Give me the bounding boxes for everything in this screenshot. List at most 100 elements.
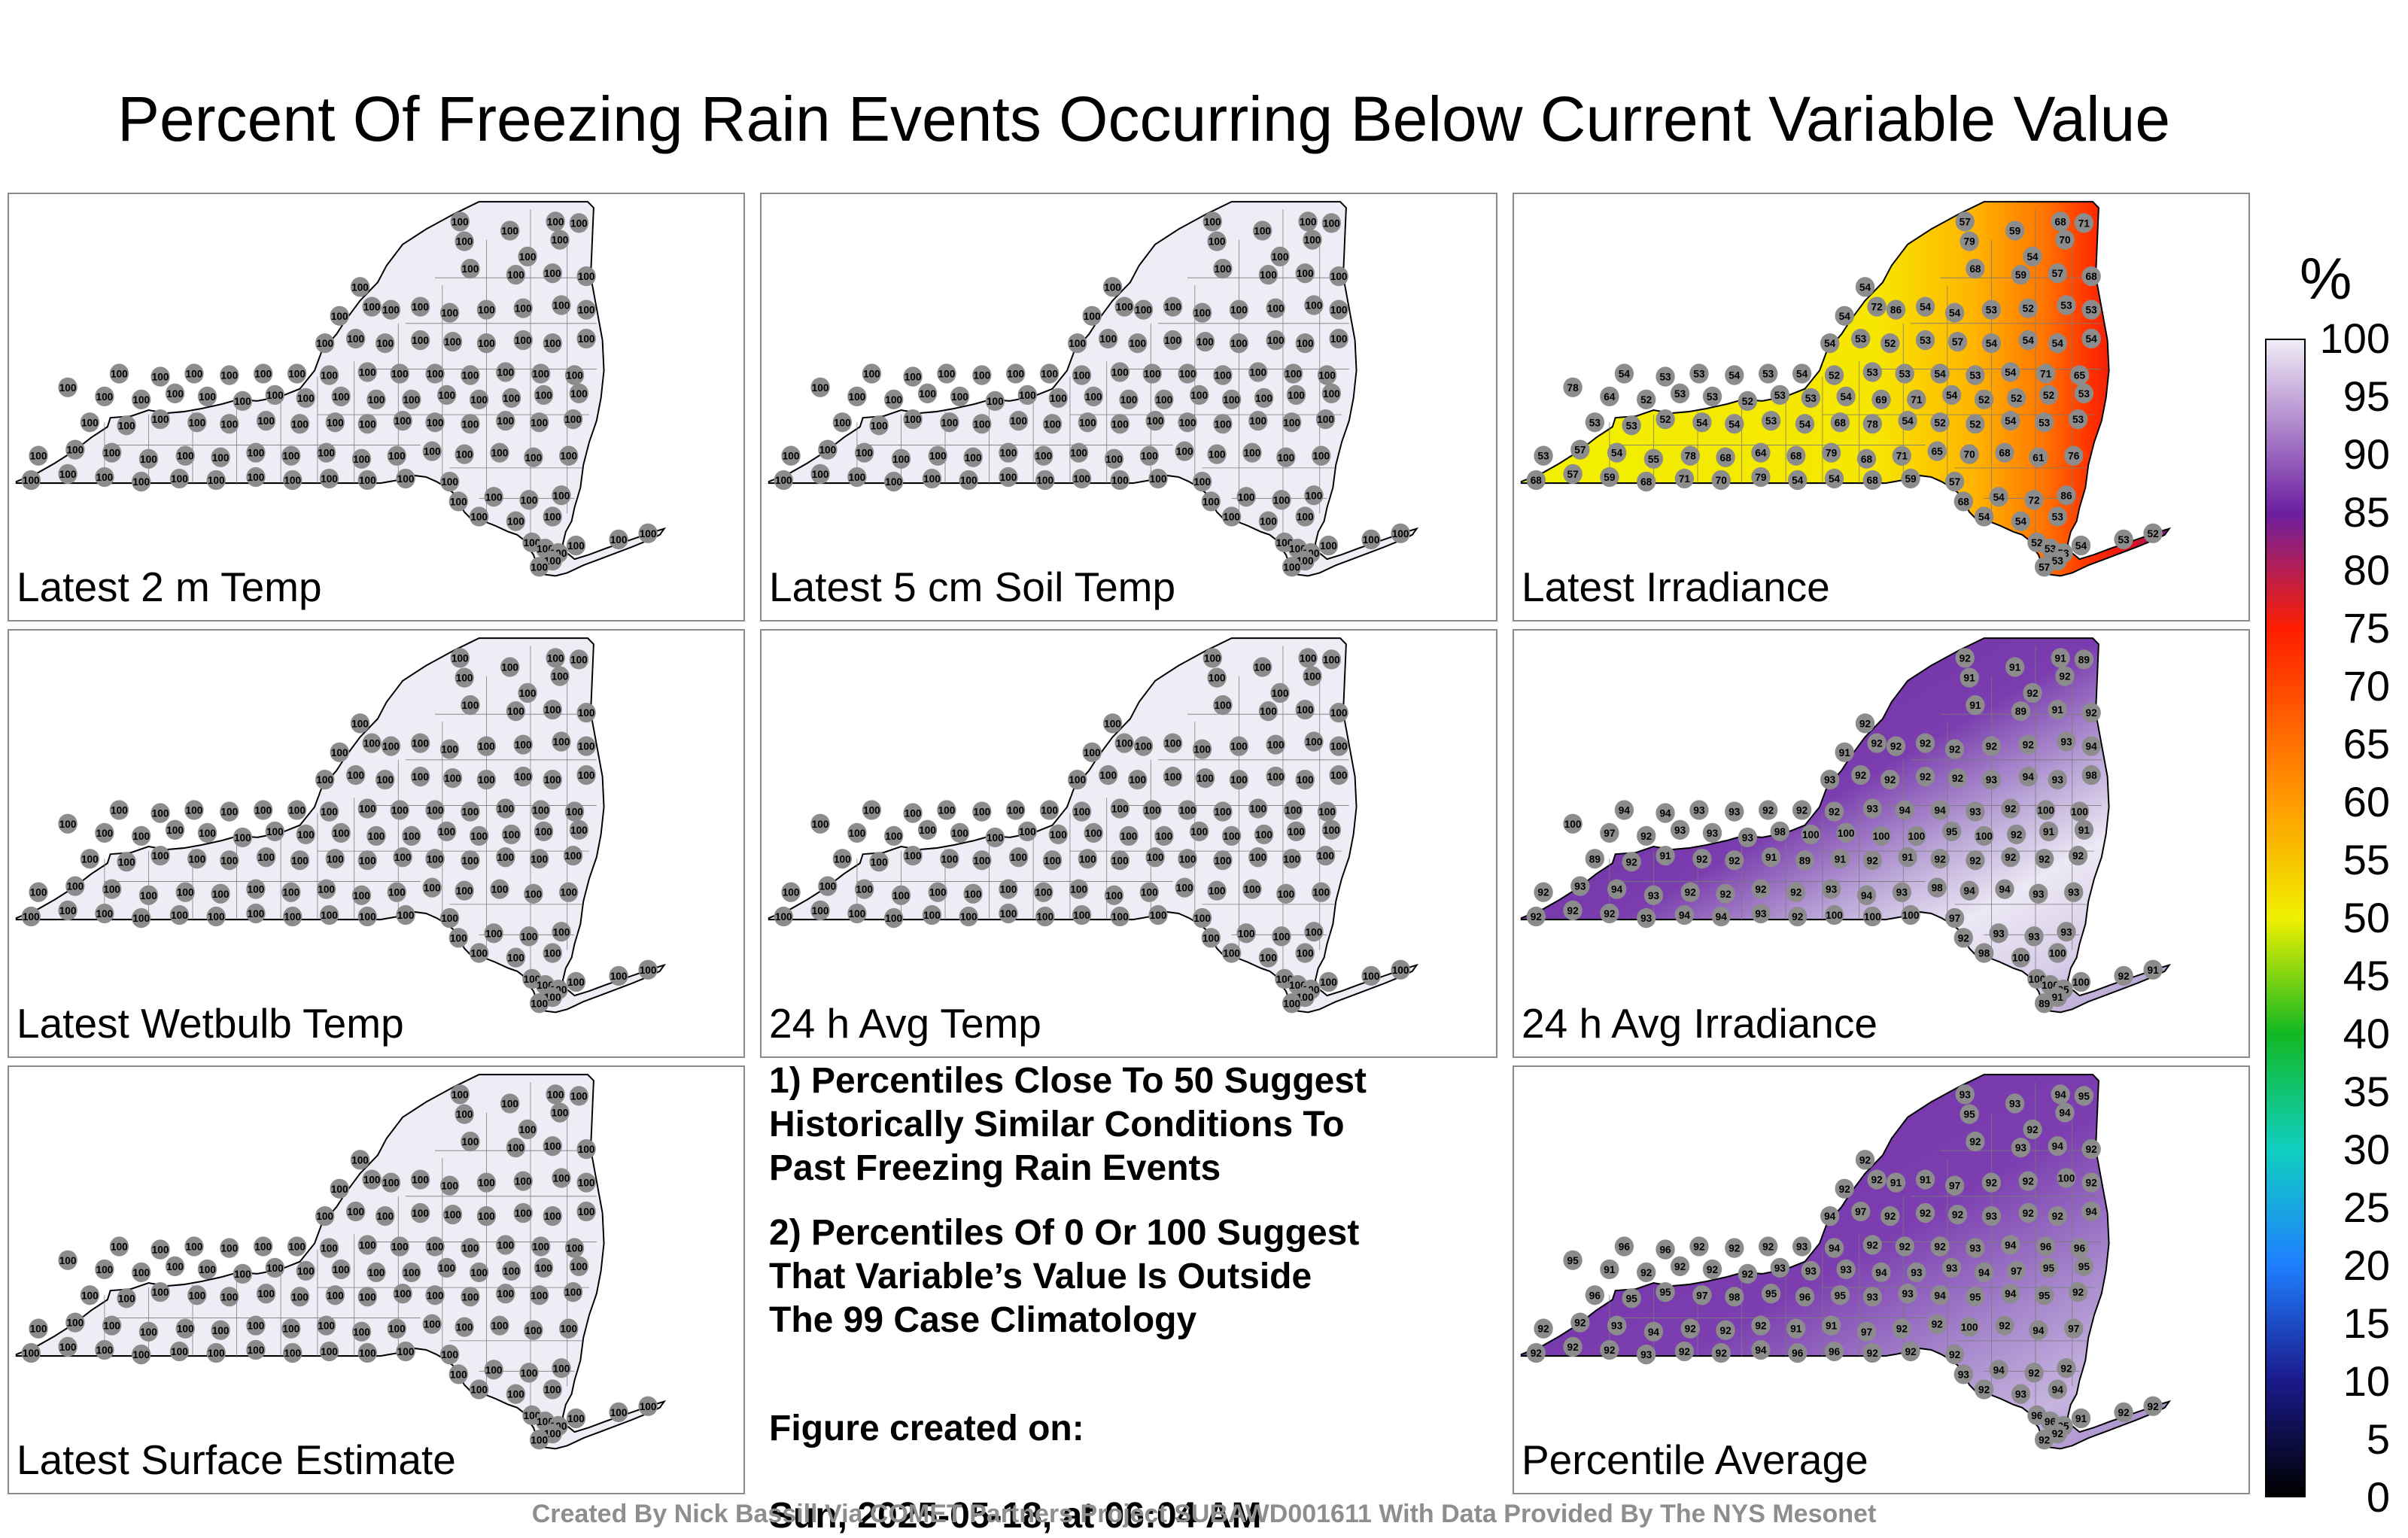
station-marker: 100 (1221, 506, 1242, 527)
station-marker: 100 (903, 803, 923, 823)
station-marker: 54 (1915, 296, 1935, 317)
station-marker: 54 (2011, 511, 2031, 531)
station-marker: 100 (455, 880, 474, 901)
station-marker: 100 (95, 1259, 114, 1279)
station-marker: 100 (357, 1342, 377, 1363)
station-marker: 53 (1534, 445, 1553, 466)
station-marker: 100 (1361, 965, 1381, 986)
station-dot (854, 442, 874, 463)
station-value: 100 (507, 269, 524, 281)
station-dot (1008, 411, 1029, 431)
station-marker: 100 (1298, 648, 1318, 668)
station-value: 92 (1728, 1242, 1740, 1254)
station-value: 100 (81, 1289, 99, 1301)
station-dot (1944, 907, 1965, 929)
station-dot (1163, 330, 1183, 351)
station-dot (862, 800, 882, 820)
station-marker: 92 (1867, 1169, 1887, 1190)
station-value: 91 (1765, 851, 1777, 863)
station-marker: 95 (1960, 1104, 1979, 1124)
station-dot (531, 1236, 551, 1257)
station-value: 100 (59, 1254, 77, 1266)
station-marker: 100 (402, 825, 421, 847)
station-dot (1282, 412, 1302, 433)
station-marker: 100 (862, 363, 882, 384)
station-value: 100 (152, 1286, 169, 1298)
station-marker: 100 (1119, 389, 1139, 410)
station-dot (1795, 850, 1815, 871)
station-value: 100 (427, 367, 444, 379)
station-marker: 100 (928, 882, 947, 902)
station-dot (496, 411, 515, 431)
station-marker: 100 (476, 1205, 497, 1226)
station-value: 93 (1986, 774, 1997, 786)
station-marker: 100 (455, 1317, 474, 1337)
station-value: 100 (819, 443, 836, 455)
station-value: 100 (397, 909, 415, 921)
station-value: 54 (1986, 337, 1997, 349)
station-dot (1930, 412, 1950, 433)
station-marker: 100 (1104, 885, 1124, 905)
station-value: 100 (1255, 828, 1272, 840)
station-marker: 54 (2048, 333, 2067, 354)
station-value: 100 (318, 1319, 335, 1331)
station-marker: 100 (518, 246, 537, 267)
station-marker: 54 (1824, 468, 1844, 489)
station-marker: 94 (1974, 1262, 1994, 1283)
station-marker: 100 (546, 1084, 565, 1105)
station-value: 100 (515, 302, 532, 314)
station-value: 100 (427, 853, 444, 865)
station-marker: 65 (1927, 441, 1947, 461)
station-value: 100 (1116, 737, 1133, 749)
station-marker: 100 (283, 906, 303, 927)
station-marker: 52 (1655, 409, 1675, 430)
station-dot (1862, 850, 1882, 871)
station-value: 100 (359, 802, 376, 814)
station-marker: 52 (2039, 384, 2059, 405)
station-value: 100 (1320, 976, 1337, 988)
station-marker: 100 (256, 411, 276, 431)
station-dot (1761, 411, 1781, 431)
station-value: 100 (132, 830, 150, 842)
station-marker: 92 (1824, 801, 1844, 822)
station-marker: 100 (1907, 825, 1926, 847)
station-dot (351, 1321, 372, 1342)
station-dot (206, 1342, 226, 1363)
station-value: 100 (1111, 366, 1129, 378)
station-value: 100 (282, 1323, 299, 1335)
station-dot (316, 879, 336, 899)
station-dot (102, 442, 122, 463)
station-dot (566, 535, 586, 556)
station-value: 100 (1306, 926, 1323, 938)
station-value: 54 (1859, 281, 1871, 293)
station-marker: 93 (1607, 1315, 1627, 1336)
station-marker: 100 (534, 1257, 554, 1278)
station-value: 100 (359, 1290, 376, 1302)
station-dot (1738, 827, 1758, 848)
station-dot (1915, 1169, 1935, 1190)
station-value: 100 (1260, 269, 1277, 281)
station-marker: 100 (1801, 824, 1820, 845)
station-dot (903, 846, 923, 866)
station-dot (1751, 467, 1771, 488)
station-dot (109, 363, 129, 384)
station-dot (1248, 847, 1268, 868)
station-value: 100 (177, 1323, 194, 1335)
station-dot (564, 365, 585, 385)
station-value: 100 (376, 1210, 394, 1222)
station-dot (1614, 800, 1634, 820)
station-dot (2081, 764, 2101, 786)
station-dot (959, 470, 978, 491)
station-marker: 100 (950, 822, 970, 843)
station-marker: 100 (425, 1285, 445, 1305)
station-value: 100 (1802, 828, 1820, 840)
station-marker: 100 (1008, 847, 1029, 868)
station-dot (1600, 467, 1619, 488)
station-marker: 100 (1213, 850, 1233, 871)
station-value: 70 (1964, 448, 1975, 460)
station-value: 100 (1084, 746, 1101, 758)
station-marker: 100 (1006, 363, 1026, 384)
station-value: 93 (1960, 1088, 1971, 1100)
station-marker: 100 (187, 1285, 207, 1305)
station-dot (1304, 485, 1324, 506)
